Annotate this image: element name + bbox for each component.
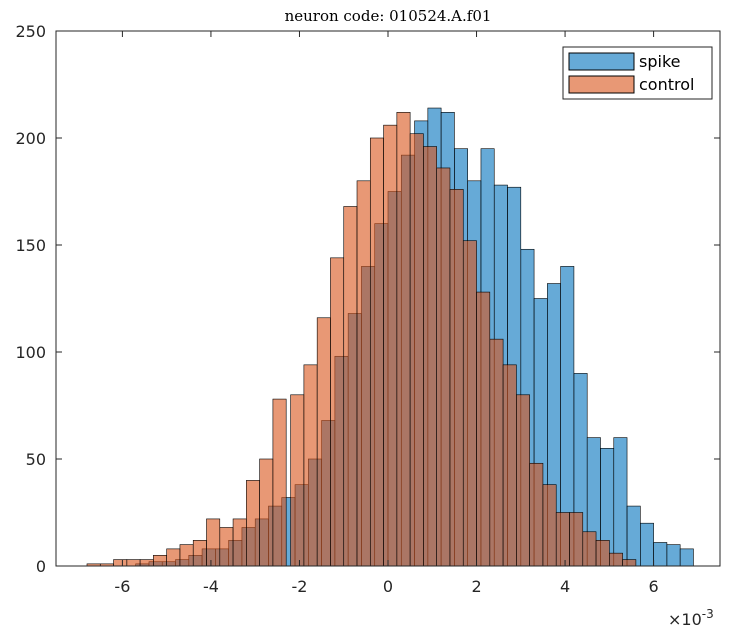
control-bar bbox=[542, 484, 557, 567]
control-bar bbox=[246, 480, 260, 567]
control-bar bbox=[396, 112, 411, 567]
x-tick-labels: -6 -4 -2 0 2 4 6 bbox=[114, 577, 658, 596]
control-bar bbox=[516, 394, 530, 567]
x-tick-label: -4 bbox=[203, 577, 219, 596]
control-bar bbox=[192, 540, 207, 567]
control-bar bbox=[232, 518, 247, 567]
x-axis-exponent: -3 bbox=[702, 607, 714, 621]
y-tick-label: 100 bbox=[15, 343, 46, 362]
control-bar bbox=[502, 364, 517, 567]
spike-bar bbox=[679, 548, 694, 567]
control-bar bbox=[272, 398, 287, 567]
control-bar bbox=[179, 544, 194, 567]
y-tick-label: 0 bbox=[36, 557, 46, 576]
control-bar bbox=[303, 364, 318, 567]
control-bar bbox=[436, 167, 451, 567]
control-bar bbox=[126, 559, 141, 567]
legend-swatch-control bbox=[568, 75, 635, 94]
x-tick-label: -2 bbox=[291, 577, 307, 596]
control-bar bbox=[622, 559, 637, 567]
x-tick-label: -6 bbox=[114, 577, 130, 596]
control-bar bbox=[595, 540, 610, 567]
control-bar bbox=[529, 462, 544, 567]
control-bar bbox=[343, 206, 358, 567]
x-tick-label: 2 bbox=[471, 577, 481, 596]
control-bar bbox=[383, 124, 398, 567]
y-tick-label: 50 bbox=[26, 450, 46, 469]
control-bar bbox=[219, 527, 234, 567]
x-tick-label: 0 bbox=[383, 577, 393, 596]
control-bar bbox=[569, 512, 584, 567]
control-bar bbox=[330, 257, 345, 567]
control-bar bbox=[139, 559, 154, 567]
spike-bar bbox=[640, 522, 654, 567]
control-bar bbox=[259, 458, 274, 567]
legend-label-spike: spike bbox=[639, 52, 680, 71]
legend: spike control bbox=[562, 46, 713, 100]
control-bar bbox=[555, 512, 570, 567]
y-tick-label: 150 bbox=[15, 236, 46, 255]
control-bar bbox=[166, 548, 181, 567]
x-tick-label: 4 bbox=[560, 577, 570, 596]
axes-box bbox=[55, 30, 721, 567]
control-bar bbox=[582, 531, 597, 567]
chart-title: neuron code: 010524.A.f01 bbox=[285, 7, 492, 25]
spike-bar bbox=[626, 505, 641, 567]
y-tick-label: 250 bbox=[15, 22, 46, 41]
control-bar bbox=[423, 146, 437, 567]
control-bar bbox=[356, 180, 371, 567]
y-tick-labels: 0 50 100 150 200 250 bbox=[15, 22, 46, 576]
control-bar bbox=[290, 394, 305, 567]
spike-bar bbox=[666, 544, 681, 567]
control-bars bbox=[86, 112, 637, 567]
control-bar bbox=[449, 189, 464, 567]
control-bar bbox=[153, 554, 167, 567]
control-bar bbox=[476, 291, 491, 567]
x-axis-multiplier: ×10-3 bbox=[668, 607, 714, 629]
x-tick-label: 6 bbox=[649, 577, 659, 596]
control-bar bbox=[316, 317, 331, 567]
x-axis-multiplier-base: ×10 bbox=[668, 610, 702, 629]
spike-bar bbox=[613, 437, 628, 567]
control-bar bbox=[206, 518, 221, 567]
control-bar bbox=[113, 559, 128, 567]
y-tick-label: 200 bbox=[15, 129, 46, 148]
spike-bar bbox=[653, 542, 668, 567]
control-bar bbox=[409, 133, 424, 567]
control-bar bbox=[369, 137, 384, 567]
legend-label-control: control bbox=[639, 75, 694, 94]
control-bar bbox=[609, 552, 623, 567]
control-bar bbox=[489, 338, 504, 567]
control-bar bbox=[462, 240, 477, 567]
legend-swatch-spike bbox=[568, 52, 635, 71]
